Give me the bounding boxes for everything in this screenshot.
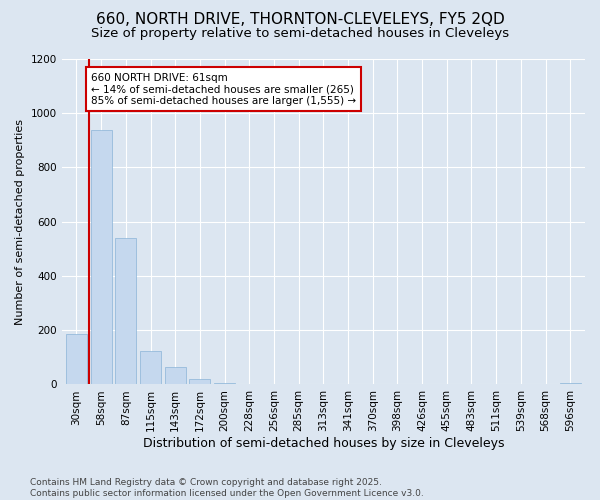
Text: Size of property relative to semi-detached houses in Cleveleys: Size of property relative to semi-detach… (91, 28, 509, 40)
Text: 660, NORTH DRIVE, THORNTON-CLEVELEYS, FY5 2QD: 660, NORTH DRIVE, THORNTON-CLEVELEYS, FY… (95, 12, 505, 28)
Bar (214, 383, 235, 384)
Bar (91, 130, 112, 384)
Bar (560, 383, 581, 384)
Text: Contains HM Land Registry data © Crown copyright and database right 2025.
Contai: Contains HM Land Registry data © Crown c… (30, 478, 424, 498)
Bar (165, 367, 186, 384)
X-axis label: Distribution of semi-detached houses by size in Cleveleys: Distribution of semi-detached houses by … (143, 437, 504, 450)
Bar (115, 238, 136, 384)
Bar (140, 350, 161, 384)
Y-axis label: Number of semi-detached properties: Number of semi-detached properties (15, 118, 25, 324)
Bar (66, 334, 87, 384)
Bar (190, 379, 211, 384)
Text: 660 NORTH DRIVE: 61sqm
← 14% of semi-detached houses are smaller (265)
85% of se: 660 NORTH DRIVE: 61sqm ← 14% of semi-det… (91, 72, 356, 106)
